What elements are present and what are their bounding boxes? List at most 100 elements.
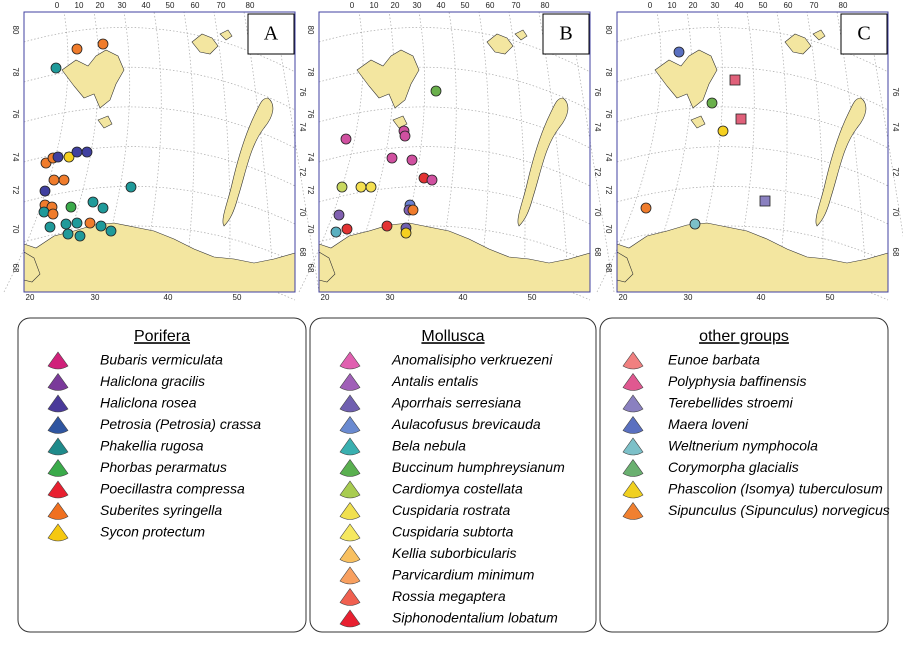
longitude-label: 20 [321, 293, 330, 302]
latitude-label: 80 [11, 26, 20, 35]
graticule [388, 11, 426, 293]
sample-station [97, 38, 109, 50]
legend-frame [309, 317, 597, 633]
legend-icon [339, 415, 361, 434]
legend-icon [339, 372, 361, 391]
graticule [23, 186, 296, 225]
longitude-label: 20 [689, 1, 698, 10]
graticule [138, 11, 162, 293]
sample-station [735, 113, 747, 125]
legend-title: Mollusca [421, 328, 484, 345]
graticule [776, 11, 788, 293]
legend-icon [339, 458, 361, 477]
legend-icon [339, 501, 361, 520]
legend-label: Sipunculus (Sipunculus) norvegicus [668, 502, 890, 518]
legend-icon [622, 480, 644, 499]
legend-label: Phorbas perarmatus [100, 459, 227, 475]
legend-label: Suberites syringella [100, 502, 222, 518]
legend-label: Cardiomya costellata [392, 481, 523, 497]
longitude-label: 70 [217, 1, 226, 10]
longitude-label: 80 [541, 1, 550, 10]
legend-title: other groups [699, 328, 789, 345]
sample-station [355, 181, 367, 193]
latitude-label: 72 [11, 186, 20, 195]
longitude-label: 0 [55, 1, 60, 10]
legend-label: Cuspidaria rostrata [392, 502, 510, 518]
legend-label: Siphonodentalium lobatum [392, 610, 558, 626]
graticule [616, 146, 889, 187]
map-frame [616, 11, 889, 293]
longitude-label: 0 [350, 1, 355, 10]
sample-station [407, 204, 419, 216]
longitude-label: 60 [784, 1, 793, 10]
sample-station [65, 201, 77, 213]
latitude-label: 70 [306, 225, 315, 234]
latitude-label: 72 [306, 186, 315, 195]
sample-station [58, 174, 70, 186]
sample-station [71, 43, 83, 55]
legend-icon [622, 501, 644, 520]
latitude-label: 76 [593, 88, 602, 97]
latitude-label: 72 [593, 168, 602, 177]
map-panel: A 0 10 20 30 40 50 60 70 80 80 78 76 74 72 70 68 76 74 72 70… [3, 1, 320, 302]
legend-label: Bubaris vermiculata [100, 352, 223, 368]
latitude-label: 70 [593, 208, 602, 217]
sample-station [759, 195, 771, 207]
longitude-label: 30 [91, 293, 100, 302]
panel-label-box [542, 13, 590, 55]
latitude-label: 70 [298, 208, 307, 217]
legend-label: Sycon protectum [100, 524, 205, 540]
land [97, 115, 113, 129]
latitude-label: 80 [306, 26, 315, 35]
longitude-label: 60 [191, 1, 200, 10]
latitude-label: 74 [593, 123, 602, 132]
land [356, 49, 420, 109]
sample-station [38, 206, 50, 218]
legend-label: Poecillastra compressa [100, 481, 245, 497]
legend-label: Anomalisipho verkruezeni [391, 352, 553, 368]
latitude-label: 72 [604, 186, 613, 195]
legend-label: Kellia suborbicularis [392, 545, 517, 561]
legend-icon [339, 394, 361, 413]
graticule [616, 186, 889, 225]
longitude-label: 50 [826, 293, 835, 302]
longitude-label: 50 [528, 293, 537, 302]
map-panel: C0 10 20 30 40 50 60 70 808078767472706876747270… [596, 1, 903, 302]
legend-label: Terebellides stroemi [668, 395, 794, 411]
land [654, 49, 718, 109]
longitude-label: 30 [711, 1, 720, 10]
legend-label: Aporrhais serresiana [391, 395, 521, 411]
sample-station [52, 151, 64, 163]
latitude-label: 78 [604, 68, 613, 77]
latitude-label: 74 [11, 153, 20, 162]
longitude-label: 40 [735, 1, 744, 10]
latitude-label: 72 [891, 168, 900, 177]
sample-station [640, 202, 652, 214]
legend-icon [47, 372, 69, 391]
legend-label: Corymorpha glacialis [668, 459, 799, 475]
legend-icon [47, 394, 69, 413]
legend-label: Maera loveni [668, 416, 749, 432]
land [784, 33, 812, 55]
land [517, 97, 569, 227]
longitude-label: 20 [96, 1, 105, 10]
legend-icon [622, 372, 644, 391]
legend-icon [339, 544, 361, 563]
legend-icon [47, 458, 69, 477]
graticule [213, 11, 231, 293]
latitude-label: 76 [891, 88, 900, 97]
longitude-label: 20 [26, 293, 35, 302]
sample-station [729, 74, 741, 86]
graticule [23, 146, 296, 187]
longitude-label: 80 [246, 1, 255, 10]
sample-station [336, 181, 348, 193]
legend-icon [339, 609, 361, 628]
legend-label: Antalis entalis [391, 373, 478, 389]
sample-station [340, 133, 352, 145]
longitude-label: 50 [759, 1, 768, 10]
latitude-label: 78 [11, 68, 20, 77]
land [812, 29, 826, 41]
sample-station [39, 185, 51, 197]
latitude-label: 74 [891, 123, 900, 132]
